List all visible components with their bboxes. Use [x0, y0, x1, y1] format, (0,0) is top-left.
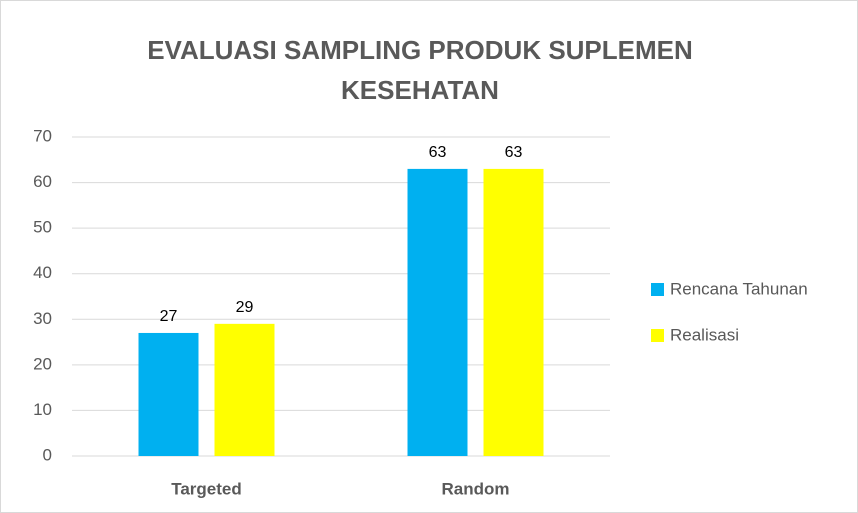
- bar: [407, 168, 468, 456]
- legend-label: Realisasi: [670, 325, 739, 344]
- x-tick-label: Random: [442, 479, 510, 498]
- bar: [214, 323, 275, 456]
- bar: [138, 332, 199, 456]
- legend-label: Rencana Tahunan: [670, 279, 808, 298]
- y-tick-label: 30: [33, 309, 52, 328]
- y-tick-label: 60: [33, 172, 52, 191]
- bar: [483, 168, 544, 456]
- y-tick-label: 0: [43, 445, 52, 464]
- y-tick-label: 50: [33, 218, 52, 237]
- data-label: 63: [505, 144, 523, 161]
- y-tick-label: 70: [33, 126, 52, 145]
- x-tick-label: Targeted: [171, 479, 242, 498]
- chart-title: EVALUASI SAMPLING PRODUK SUPLEMEN KESEHA…: [147, 35, 693, 105]
- data-label: 63: [429, 144, 447, 161]
- data-label: 27: [160, 308, 178, 325]
- y-tick-label: 40: [33, 263, 52, 282]
- data-label: 29: [236, 299, 254, 316]
- y-tick-label: 20: [33, 354, 52, 373]
- legend-swatch: [651, 283, 664, 296]
- legend-swatch: [651, 329, 664, 342]
- y-tick-label: 10: [33, 400, 52, 419]
